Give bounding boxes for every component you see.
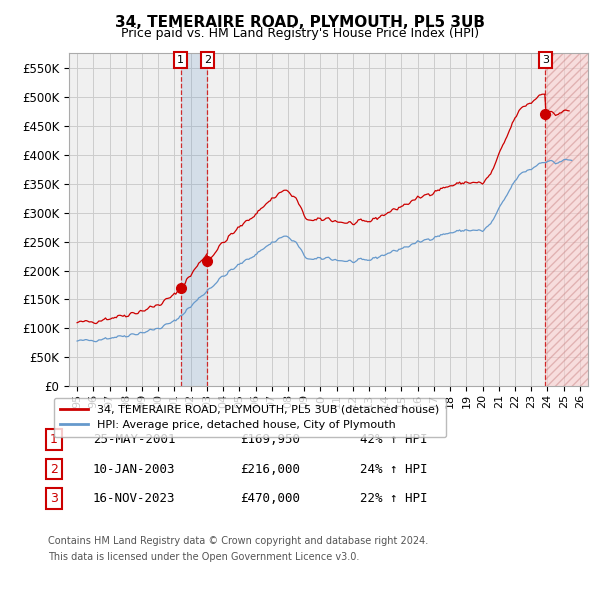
Text: 3: 3	[50, 492, 58, 505]
Legend: 34, TEMERAIRE ROAD, PLYMOUTH, PL5 3UB (detached house), HPI: Average price, deta: 34, TEMERAIRE ROAD, PLYMOUTH, PL5 3UB (d…	[53, 398, 446, 437]
Text: 1: 1	[177, 55, 184, 65]
Text: £216,000: £216,000	[240, 463, 300, 476]
Text: 42% ↑ HPI: 42% ↑ HPI	[360, 433, 427, 446]
Text: 10-JAN-2003: 10-JAN-2003	[93, 463, 176, 476]
Bar	[545, 53, 588, 386]
Text: 24% ↑ HPI: 24% ↑ HPI	[360, 463, 427, 476]
Text: 1: 1	[50, 433, 58, 446]
Text: Price paid vs. HM Land Registry's House Price Index (HPI): Price paid vs. HM Land Registry's House …	[121, 27, 479, 40]
Text: £169,950: £169,950	[240, 433, 300, 446]
Text: 34, TEMERAIRE ROAD, PLYMOUTH, PL5 3UB: 34, TEMERAIRE ROAD, PLYMOUTH, PL5 3UB	[115, 15, 485, 30]
Text: 16-NOV-2023: 16-NOV-2023	[93, 492, 176, 505]
Text: 3: 3	[542, 55, 549, 65]
Text: 22% ↑ HPI: 22% ↑ HPI	[360, 492, 427, 505]
Text: 25-MAY-2001: 25-MAY-2001	[93, 433, 176, 446]
Bar	[181, 53, 208, 386]
Bar	[545, 53, 588, 386]
Text: Contains HM Land Registry data © Crown copyright and database right 2024.: Contains HM Land Registry data © Crown c…	[48, 536, 428, 546]
Text: 2: 2	[204, 55, 211, 65]
Text: This data is licensed under the Open Government Licence v3.0.: This data is licensed under the Open Gov…	[48, 552, 359, 562]
Text: £470,000: £470,000	[240, 492, 300, 505]
Text: 2: 2	[50, 463, 58, 476]
